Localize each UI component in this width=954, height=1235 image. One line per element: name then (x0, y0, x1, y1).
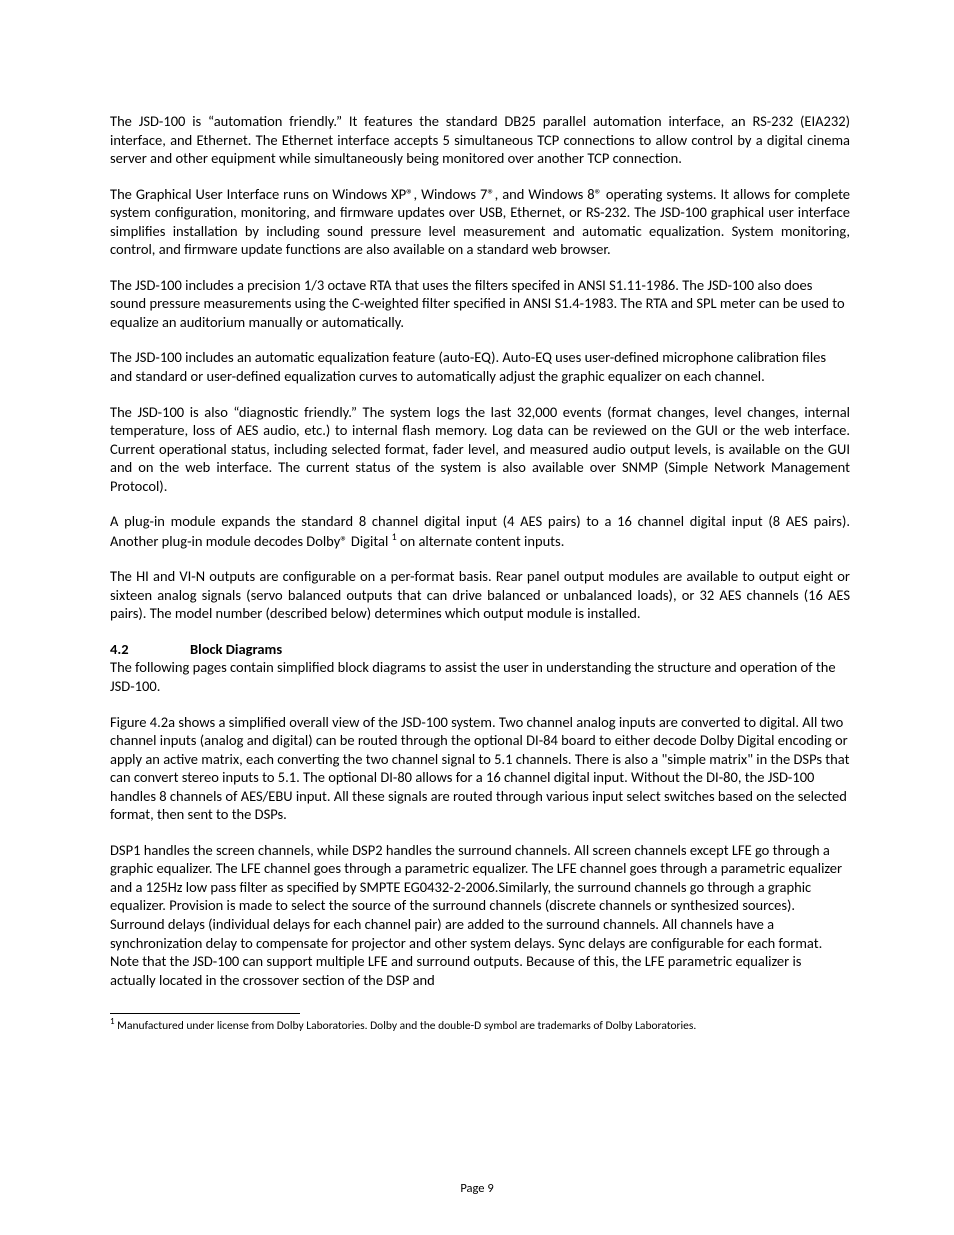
page-number: Page 9 (460, 1181, 493, 1196)
page-footer: Page 9 (0, 1181, 954, 1197)
paragraph-9: Figure 4.2a shows a simplified overall v… (110, 713, 850, 824)
paragraph-1: The JSD-100 is “automation friendly.” It… (110, 112, 850, 168)
paragraph-3: The JSD-100 includes a precision 1/3 oct… (110, 276, 850, 332)
paragraph-5: The JSD-100 is also “diagnostic friendly… (110, 403, 850, 496)
section-title: Block Diagrams (190, 640, 282, 658)
paragraph-4: The JSD-100 includes an automatic equali… (110, 348, 850, 385)
paragraph-8: The following pages contain simplified b… (110, 658, 850, 695)
footnote-1: 1 Manufactured under license from Dolby … (110, 1016, 850, 1034)
paragraph-7: The HI and VI-N outputs are configurable… (110, 567, 850, 623)
footnote-separator (110, 1013, 300, 1014)
paragraph-2: The Graphical User Interface runs on Win… (110, 185, 850, 259)
document-page: The JSD-100 is “automation friendly.” It… (0, 0, 954, 1235)
section-heading-4-2: 4.2Block Diagrams (110, 640, 850, 659)
paragraph-6-post: on alternate content inputs. (397, 532, 565, 550)
paragraph-10: DSP1 handles the screen channels, while … (110, 841, 850, 989)
footnote-text: Manufactured under license from Dolby La… (115, 1019, 697, 1033)
paragraph-6: A plug-in module expands the standard 8 … (110, 512, 850, 550)
section-number: 4.2 (110, 640, 190, 659)
